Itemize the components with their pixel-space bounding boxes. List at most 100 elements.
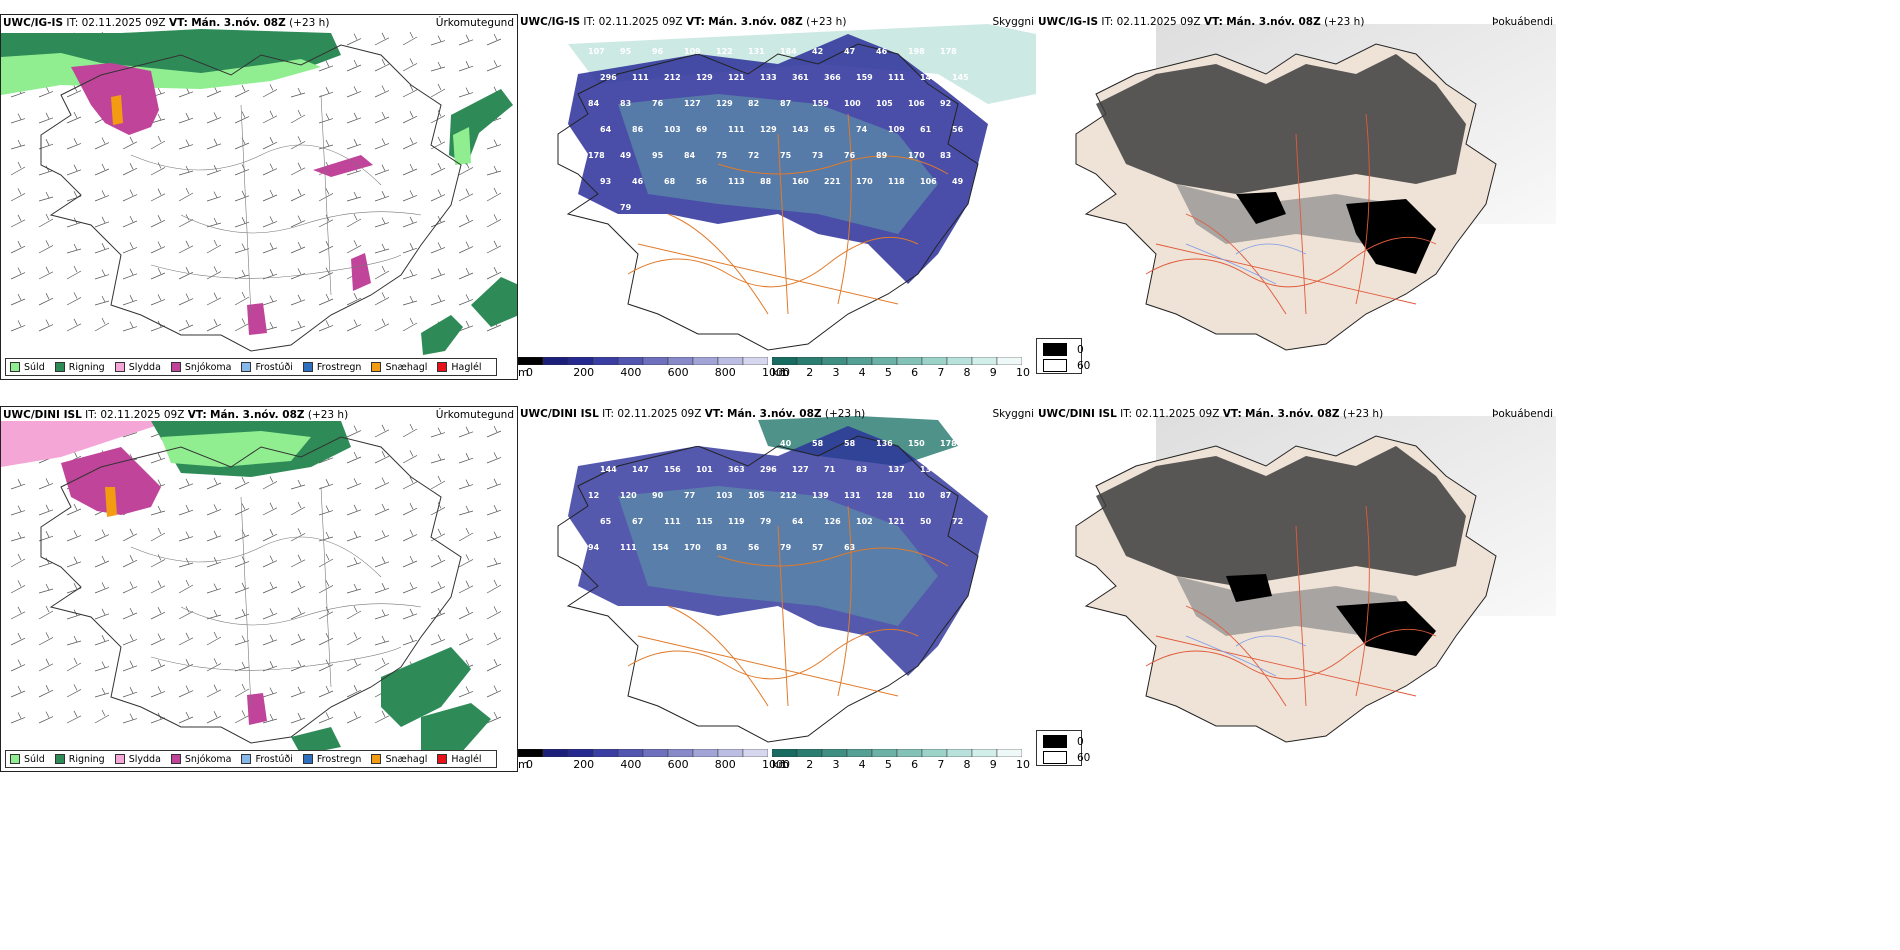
wind-barb — [346, 293, 362, 306]
height-label: 61 — [920, 125, 932, 134]
wind-barb — [262, 295, 278, 306]
colorbar-tick: 8 — [963, 758, 971, 771]
height-label: 67 — [632, 517, 643, 526]
colorbar-tick: 3 — [832, 366, 840, 379]
wind-barb — [10, 531, 26, 542]
fog-legend-label: 0 — [1077, 735, 1084, 748]
wind-barb — [150, 162, 166, 176]
wind-barb — [94, 243, 110, 254]
colorbar-tick: 4 — [858, 758, 866, 771]
height-label: 84 — [588, 99, 600, 108]
fog-map-canvas — [1075, 416, 1556, 743]
height-label: 156 — [664, 465, 681, 474]
wind-barb — [402, 163, 418, 176]
wind-barb — [94, 163, 110, 176]
legend-item: Rigning — [54, 361, 105, 373]
height-label: 83 — [940, 151, 951, 160]
wind-barb — [122, 136, 138, 150]
height-label: 154 — [652, 543, 669, 552]
wind-barb — [374, 635, 390, 646]
colorbar-tick: 1000 — [762, 758, 790, 771]
wind-barb — [234, 661, 250, 672]
legend-swatch — [241, 754, 252, 764]
height-label: 178 — [940, 47, 957, 56]
wind-barb — [290, 109, 306, 124]
colorbar-segment — [742, 749, 768, 757]
height-label: 106 — [920, 177, 937, 186]
wind-barb — [262, 608, 278, 620]
wind-barb — [234, 137, 250, 150]
height-label: 72 — [748, 151, 759, 160]
wind-barb — [38, 711, 54, 724]
height-label: 127 — [684, 99, 701, 108]
wind-barb — [178, 606, 194, 620]
wind-barb — [486, 267, 502, 280]
wind-barb — [290, 241, 306, 254]
wind-barb — [262, 687, 278, 698]
wind-barb — [262, 137, 278, 150]
wind-barb — [430, 453, 446, 464]
wind-barb — [458, 215, 474, 228]
wind-barb — [122, 295, 138, 306]
wind-barb — [178, 240, 194, 254]
legend-swatch — [10, 754, 20, 764]
wind-barb — [262, 189, 278, 202]
legend-label: Rigning — [68, 361, 105, 373]
wind-barb — [290, 713, 306, 724]
panel-title: UWC/DINI ISL IT: 02.11.2025 09Z VT: Mán.… — [1038, 408, 1384, 420]
wind-barb — [178, 267, 194, 280]
wind-barb — [234, 269, 250, 280]
legend-item: Snæhagl — [371, 362, 427, 373]
snow-area-south — [247, 693, 267, 725]
height-label: 79 — [780, 543, 792, 552]
legend-item: Frostregn — [302, 754, 361, 765]
colorbar-segment — [946, 749, 973, 757]
legend-item: Súld — [10, 362, 45, 373]
wind-barb — [374, 657, 390, 672]
colorbar-tick: 800 — [714, 758, 736, 771]
wind-barb — [402, 190, 418, 202]
wind-barb — [38, 266, 54, 280]
legend-label: Frostúði — [255, 361, 293, 373]
colorbar-segment — [971, 749, 998, 757]
wind-barb — [38, 213, 54, 228]
colorbar-tick: 600 — [667, 366, 689, 379]
height-label: 83 — [716, 543, 727, 552]
snow-area-south — [247, 303, 267, 335]
wind-barb — [206, 530, 222, 542]
wind-barb — [290, 554, 306, 568]
wind-barb — [122, 528, 138, 542]
height-label: 134 — [920, 465, 937, 474]
wind-barb — [66, 217, 82, 228]
height-label: 90 — [652, 491, 664, 500]
legend-swatch — [241, 362, 252, 372]
height-colorbar — [518, 749, 768, 757]
colorbar-unit: m — [518, 366, 529, 379]
wind-barb — [374, 609, 390, 620]
height-label: 76 — [652, 99, 664, 108]
colorbar-segment — [796, 749, 823, 757]
visibility-map-bottom: 89 95 139 103 113 44 40 58 58 136 150 178 144 147 156 1… — [518, 406, 1036, 772]
iceland-coastline — [557, 43, 979, 351]
wind-barb — [38, 191, 54, 202]
sleet-area — [1, 421, 171, 467]
height-label: 94 — [588, 543, 600, 552]
wind-barb — [66, 138, 82, 150]
wind-barb — [122, 321, 138, 332]
wind-barb — [262, 216, 278, 228]
height-label: 145 — [952, 73, 969, 82]
height-label: 139 — [812, 491, 829, 500]
wind-barb — [206, 266, 222, 280]
wind-barb — [206, 583, 222, 594]
height-label: 366 — [824, 73, 841, 82]
wind-barb — [290, 528, 306, 542]
wind-barb — [458, 554, 474, 568]
fog-legend-row: 60 — [1043, 751, 1090, 764]
road-network — [1145, 113, 1437, 315]
wind-barb — [94, 190, 110, 202]
height-label: 212 — [664, 73, 681, 82]
wind-barb — [430, 110, 446, 124]
height-label: 133 — [760, 73, 777, 82]
wind-barb — [346, 658, 362, 672]
fog-map-canvas — [1075, 24, 1556, 351]
